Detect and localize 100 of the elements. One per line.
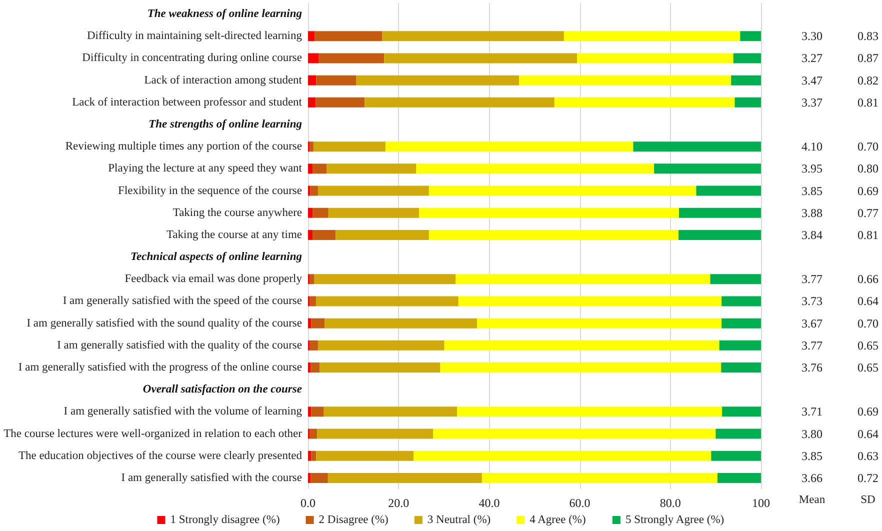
x-tick-label: 40.0 (478, 496, 500, 510)
text: 3.30 (802, 29, 822, 44)
bar (440, 362, 722, 372)
bar (731, 75, 761, 86)
bar (418, 208, 680, 218)
bar (428, 186, 696, 196)
y-tick-label: Technical aspects of online learning (130, 251, 302, 264)
bar (314, 31, 382, 42)
y-tick-label: Overall satisfaction on the course (142, 384, 302, 396)
text: 0.81 (858, 95, 878, 110)
bar (308, 318, 312, 328)
bar (311, 318, 325, 328)
y-tick-label: Difficulty in concentrating during online course (82, 52, 302, 64)
bar (456, 274, 710, 284)
legend-label: 5 Strongly Agree (%) (625, 514, 724, 526)
bar (722, 406, 761, 417)
bar (310, 340, 318, 350)
text: 3.67 (802, 316, 822, 330)
bar (428, 230, 679, 240)
bar (385, 142, 634, 152)
text: 3.85 (802, 448, 822, 463)
text: 0.83 (858, 29, 878, 44)
y-tick-label: Taking the course at any time (166, 228, 302, 241)
text: 0.64 (858, 426, 878, 441)
bar (564, 31, 740, 42)
bar (718, 472, 761, 483)
bar (308, 75, 316, 86)
bar (312, 208, 328, 218)
bar (310, 472, 328, 483)
bar (678, 230, 761, 240)
bar (308, 53, 319, 64)
bar (722, 296, 761, 306)
legend-label: 3 Neutral (%) (427, 514, 491, 526)
bar (382, 31, 564, 42)
bar (710, 274, 761, 284)
bar (577, 53, 734, 64)
bar (308, 97, 316, 108)
bar (519, 75, 732, 86)
text: 3.84 (802, 228, 822, 242)
text: 0.81 (858, 228, 878, 242)
text: 3.80 (802, 426, 822, 441)
bar (416, 164, 654, 174)
y-tick-label: I am generally satisfied with the speed of the course (62, 295, 302, 308)
text: 3.95 (802, 162, 822, 176)
y-tick-label: Feedback via email was done properly (124, 273, 302, 286)
text: 3.66 (802, 470, 822, 485)
x-tick-label: 20.0 (388, 496, 410, 510)
text: 0.82 (858, 73, 878, 88)
bar (696, 186, 761, 196)
text: 0.66 (858, 272, 878, 286)
bar (310, 274, 314, 284)
bar (308, 362, 311, 372)
y-tick-label: The education objectives of the course were clearly presented (18, 450, 302, 462)
bar (554, 97, 735, 108)
bar (310, 428, 318, 439)
text: 3.85 (802, 184, 822, 198)
text: 0.77 (858, 206, 878, 220)
bar (326, 164, 416, 174)
y-tick-label: I am generally satisfied with the quality of the course (57, 339, 302, 352)
bar (721, 362, 761, 372)
y-tick-label: The strengths of online learning (148, 118, 302, 130)
bar (310, 296, 316, 306)
bar (320, 362, 440, 372)
bar (312, 230, 336, 240)
bar (414, 450, 712, 461)
bar (308, 31, 315, 42)
bar (458, 296, 722, 306)
text: 0.70 (858, 140, 878, 154)
legend-label: 1 Strongly disagree (%) (170, 514, 280, 526)
text: 0.69 (858, 184, 878, 198)
x-tick-label: 0.0 (300, 496, 316, 510)
bar (310, 362, 320, 372)
text: 3.77 (802, 272, 822, 286)
text: 3.27 (802, 51, 822, 66)
bar (308, 164, 313, 174)
bar (318, 186, 429, 196)
bar (308, 208, 313, 218)
bar (711, 450, 761, 461)
text: 0.72 (858, 470, 878, 485)
text: 0.80 (858, 162, 878, 176)
y-tick-label: Flexibility in the sequence of the course (118, 184, 302, 197)
bar (457, 406, 722, 417)
text: 4.10 (802, 140, 822, 154)
y-tick-label: Reviewing multiple times any portion of the course (65, 140, 302, 153)
text: 3.88 (802, 206, 822, 220)
bar (316, 450, 414, 461)
text: 3.47 (802, 73, 822, 88)
text: 0.63 (858, 448, 878, 463)
text: 0.70 (858, 316, 878, 330)
bar (310, 186, 318, 196)
x-tick-label: 80.0 (660, 496, 681, 510)
bar (308, 406, 312, 417)
y-tick-label: The weakness of online learning (147, 8, 302, 20)
bar (308, 450, 312, 461)
legend-label: 2 Disagree (%) (318, 514, 389, 526)
bar (316, 296, 458, 306)
y-tick-label: I am generally satisfied with the course (121, 472, 302, 484)
text: 0.69 (858, 404, 878, 419)
bar (311, 406, 324, 417)
y-tick-label: Lack of interaction among student (144, 74, 303, 86)
